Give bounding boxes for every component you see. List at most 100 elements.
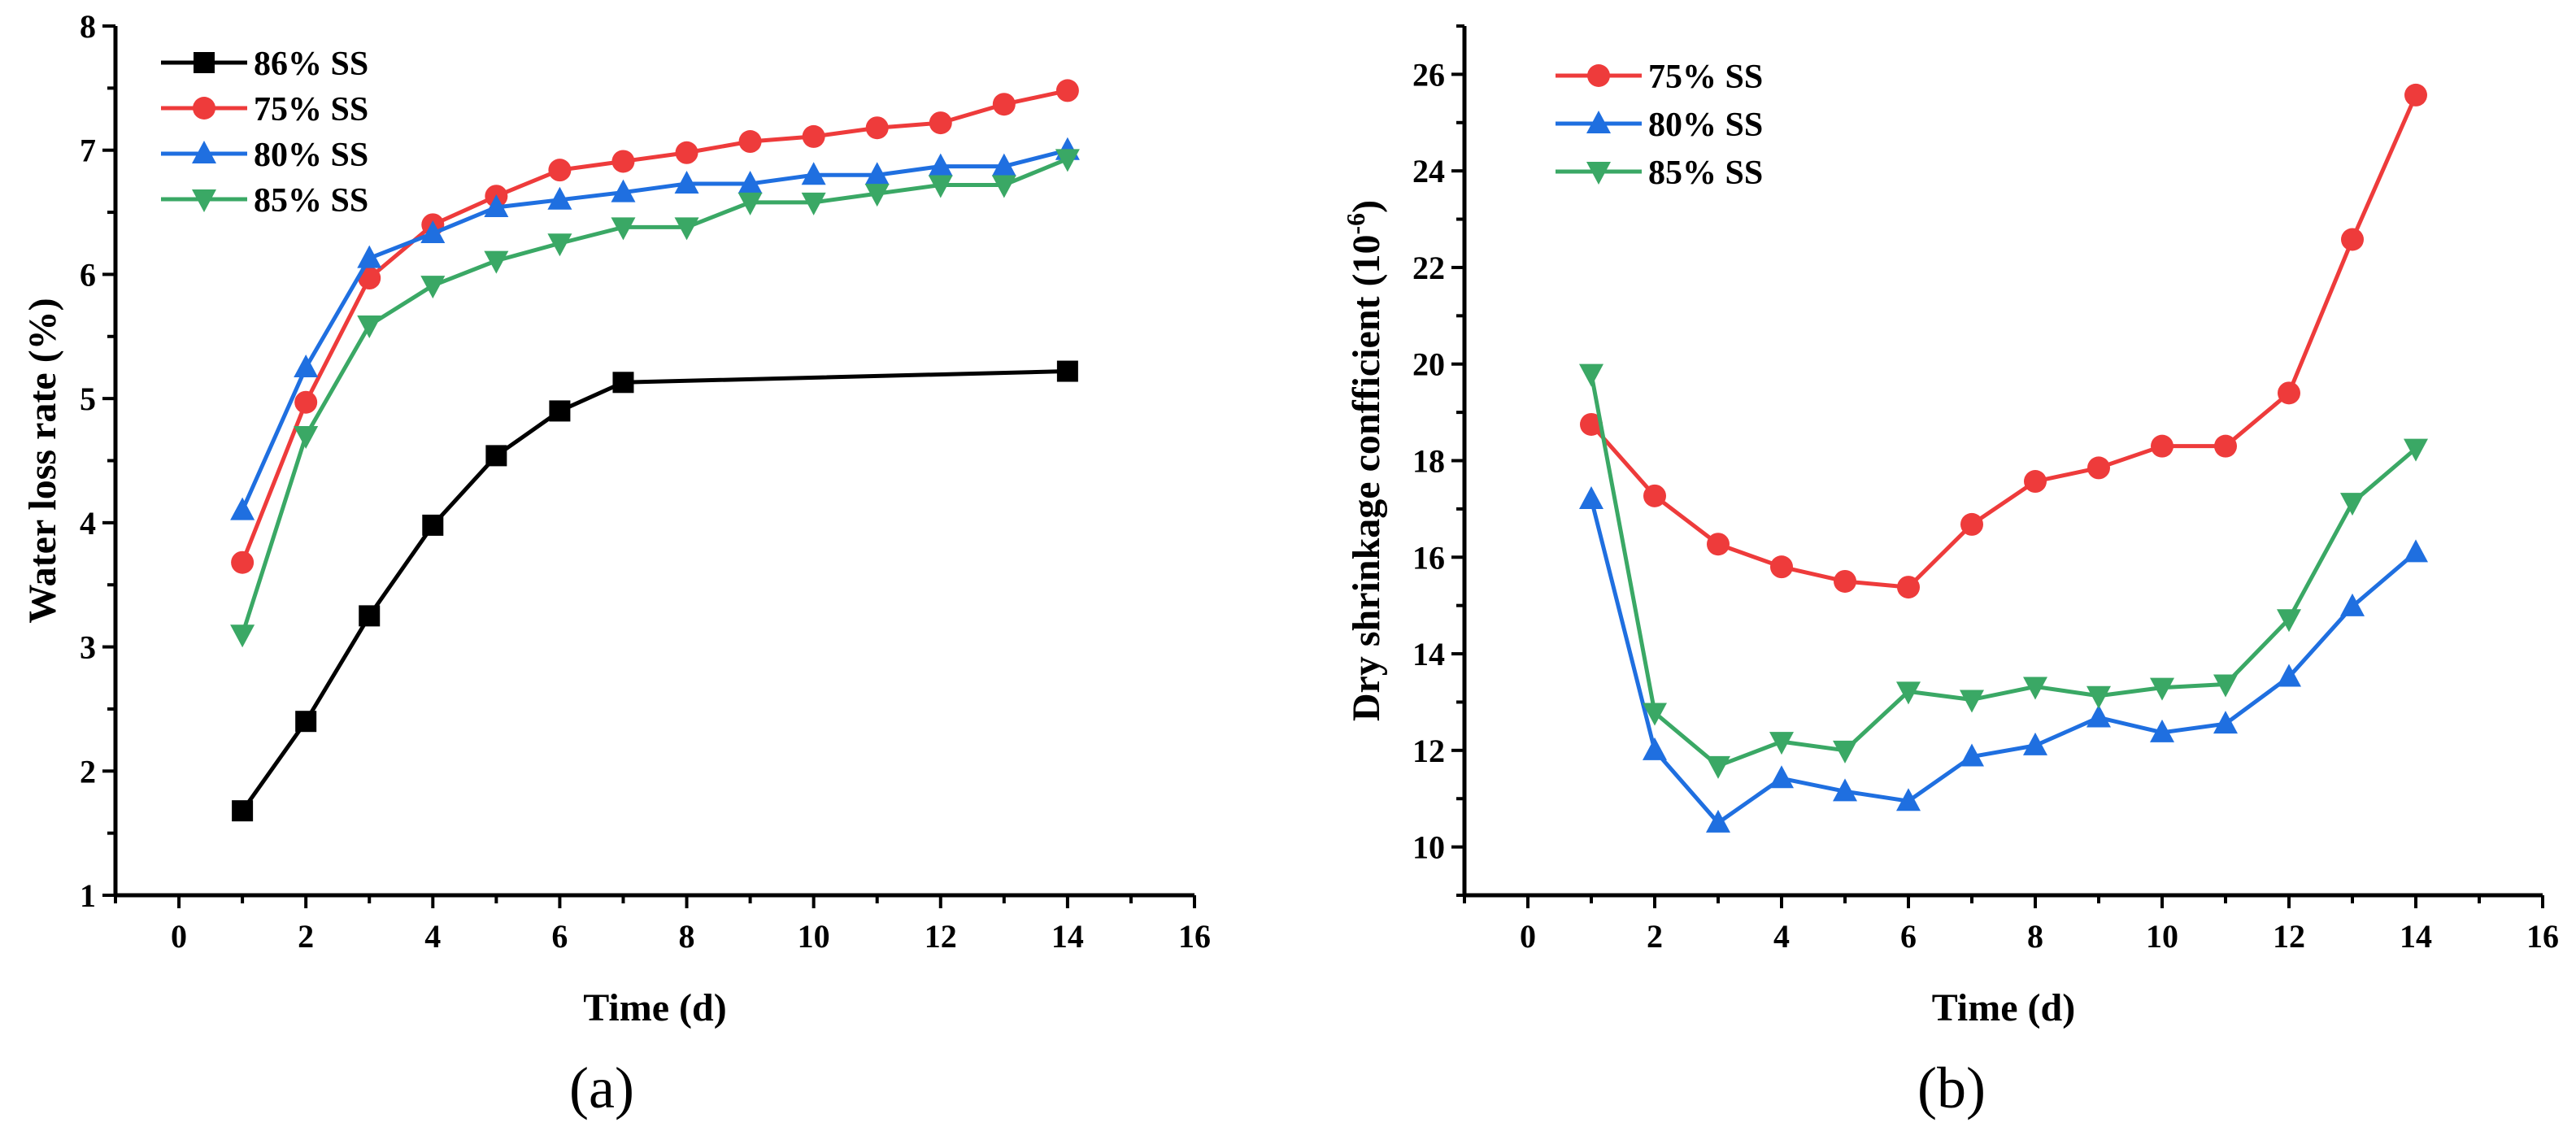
data-point bbox=[485, 445, 507, 467]
data-point bbox=[1056, 360, 1078, 382]
legend-label: 75% SS bbox=[254, 91, 368, 128]
data-point bbox=[738, 170, 763, 194]
series-75ss bbox=[1580, 83, 2427, 599]
x-tick-label: 8 bbox=[679, 918, 695, 955]
data-point bbox=[991, 175, 1016, 198]
series-line bbox=[241, 369, 1068, 812]
data-point bbox=[802, 124, 825, 148]
data-point bbox=[484, 250, 509, 274]
data-point bbox=[1580, 412, 1603, 436]
data-point bbox=[1833, 778, 1857, 802]
data-point bbox=[484, 194, 509, 217]
data-point bbox=[1769, 732, 1794, 755]
x-tick-label: 12 bbox=[925, 918, 957, 955]
y-axis-title-text: Water loss rate (%) bbox=[21, 298, 64, 623]
series-line bbox=[240, 157, 1068, 636]
x-tick-label: 2 bbox=[1647, 918, 1663, 955]
legend-label: 80% SS bbox=[254, 137, 368, 174]
legend-entry: 85% SS bbox=[1556, 154, 1763, 192]
data-point bbox=[2150, 677, 2174, 701]
data-point bbox=[612, 372, 634, 394]
data-point bbox=[359, 605, 381, 627]
series-line bbox=[1589, 373, 2417, 768]
legend-label: 80% SS bbox=[1648, 107, 1763, 144]
legend-entry: 86% SS bbox=[161, 46, 368, 83]
data-point bbox=[1579, 486, 1603, 510]
x-tick-label: 14 bbox=[2400, 918, 2432, 955]
data-point bbox=[2086, 685, 2111, 709]
data-point bbox=[2150, 719, 2174, 742]
data-point bbox=[420, 276, 446, 299]
legend-marker bbox=[194, 52, 215, 73]
data-point bbox=[2023, 677, 2047, 700]
data-point bbox=[738, 192, 763, 215]
data-point bbox=[738, 130, 762, 154]
y-tick-label: 16 bbox=[1412, 539, 1445, 576]
data-point bbox=[611, 150, 635, 173]
legend-marker bbox=[1587, 64, 1610, 87]
data-point bbox=[611, 179, 636, 202]
y-tick-label: 20 bbox=[1412, 346, 1445, 383]
x-tick-label: 4 bbox=[1773, 918, 1790, 955]
legend-entry: 75% SS bbox=[161, 91, 368, 128]
data-point bbox=[547, 186, 572, 210]
y-tick-label: 22 bbox=[1412, 250, 1445, 286]
data-point bbox=[230, 624, 255, 648]
y-tick-label: 5 bbox=[80, 381, 96, 417]
data-point bbox=[231, 550, 255, 574]
data-point bbox=[549, 400, 571, 422]
y-axis-title-suffix: ) bbox=[1345, 200, 1388, 213]
y-tick-label: 8 bbox=[80, 8, 96, 45]
data-point bbox=[1834, 569, 1856, 593]
y-axis-title-text: Dry shrinkage confficient (10 bbox=[1345, 235, 1388, 722]
data-point bbox=[1643, 703, 1667, 726]
data-point bbox=[864, 184, 890, 207]
y-tick-label: 24 bbox=[1412, 153, 1445, 189]
legend-entry: 75% SS bbox=[1556, 59, 1763, 96]
data-point bbox=[2086, 704, 2111, 728]
y-axis-title-exponent: -6 bbox=[1341, 213, 1370, 235]
data-point bbox=[2087, 456, 2110, 480]
data-point bbox=[357, 315, 382, 339]
data-point bbox=[674, 217, 699, 241]
series-80ss bbox=[1579, 486, 2428, 833]
legend-label: 75% SS bbox=[1648, 59, 1763, 96]
y-axis-title: Dry shrinkage confficient (10-6) bbox=[1341, 200, 1388, 721]
legend-marker bbox=[192, 189, 216, 212]
series-75ss bbox=[231, 79, 1079, 574]
data-point bbox=[294, 354, 319, 377]
data-point bbox=[358, 267, 381, 290]
data-point bbox=[1643, 484, 1666, 507]
y-tick-label: 14 bbox=[1412, 636, 1445, 672]
data-point bbox=[2151, 434, 2174, 458]
x-tick-label: 14 bbox=[1051, 918, 1084, 955]
data-point bbox=[801, 162, 826, 185]
x-tick-label: 6 bbox=[551, 918, 568, 955]
x-tick-label: 4 bbox=[424, 918, 441, 955]
x-axis-title: Time (d) bbox=[1932, 986, 2075, 1029]
series-line bbox=[240, 148, 1068, 511]
data-point bbox=[230, 497, 255, 520]
data-point bbox=[1896, 681, 1921, 705]
y-tick-label: 26 bbox=[1412, 56, 1445, 93]
y-tick-label: 3 bbox=[80, 629, 96, 666]
x-tick-label: 16 bbox=[1178, 918, 1211, 955]
x-axis-title: Time (d) bbox=[583, 986, 726, 1029]
x-tick-label: 12 bbox=[2273, 918, 2305, 955]
y-tick-label: 7 bbox=[80, 133, 96, 169]
x-tick-label: 10 bbox=[798, 918, 830, 955]
legend-entry: 85% SS bbox=[161, 182, 368, 220]
x-tick-label: 2 bbox=[298, 918, 314, 955]
y-tick-label: 18 bbox=[1412, 443, 1445, 480]
data-point bbox=[422, 514, 444, 536]
data-point bbox=[1055, 79, 1079, 102]
data-point bbox=[548, 159, 572, 182]
data-point bbox=[2024, 470, 2047, 494]
data-point bbox=[865, 116, 889, 140]
legend-entry: 80% SS bbox=[1556, 107, 1763, 144]
panel-label: (a) bbox=[569, 1055, 634, 1120]
data-point bbox=[2404, 539, 2428, 563]
data-point bbox=[991, 153, 1016, 176]
